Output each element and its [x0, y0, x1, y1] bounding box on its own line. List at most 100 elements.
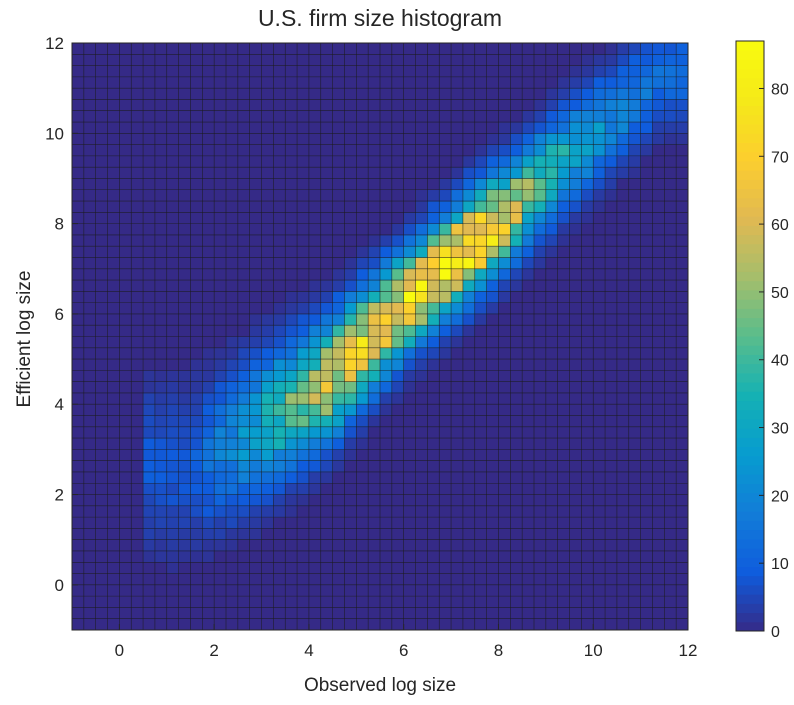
heatmap-cell	[166, 325, 179, 337]
heatmap-cell	[297, 392, 310, 405]
heatmap-cell	[344, 438, 357, 450]
heatmap-cell	[72, 381, 85, 394]
heatmap-cell	[368, 212, 381, 224]
colorbar-tick-label: 60	[771, 217, 789, 234]
heatmap-cell	[273, 133, 286, 145]
heatmap-cell	[545, 155, 558, 168]
heatmap-cell	[83, 133, 96, 145]
colorbar-segment	[736, 179, 764, 189]
heatmap-cell	[462, 359, 476, 371]
heatmap-cell	[616, 291, 630, 303]
heatmap-cell	[95, 359, 108, 371]
heatmap-cell	[415, 359, 428, 371]
heatmap-cell	[285, 584, 298, 597]
heatmap-cell	[439, 584, 452, 597]
heatmap-cell	[628, 539, 641, 552]
heatmap-cell	[605, 257, 618, 270]
heatmap-cell	[332, 54, 345, 66]
heatmap-cell	[403, 438, 416, 450]
heatmap-cell	[178, 607, 191, 620]
heatmap-cell	[427, 257, 440, 270]
heatmap-cell	[178, 494, 191, 507]
heatmap-cell	[451, 133, 464, 145]
heatmap-cell	[640, 528, 653, 540]
heatmap-cell	[557, 43, 570, 55]
heatmap-cell	[107, 54, 120, 66]
heatmap-cell	[72, 483, 85, 495]
heatmap-cell	[273, 517, 286, 529]
heatmap-cell	[451, 517, 464, 529]
heatmap-cell	[320, 336, 333, 349]
heatmap-cell	[107, 43, 120, 55]
heatmap-cell	[332, 471, 345, 484]
heatmap-cell	[391, 596, 404, 608]
heatmap-cell	[214, 370, 227, 382]
heatmap-cell	[664, 313, 677, 326]
heatmap-cell	[640, 471, 653, 484]
heatmap-cell	[569, 528, 582, 540]
heatmap-cell	[462, 201, 476, 213]
heatmap-cell	[249, 302, 262, 315]
heatmap-cell	[214, 483, 227, 495]
heatmap-cell	[226, 88, 239, 100]
heatmap-cell	[356, 517, 369, 529]
heatmap-cell	[226, 325, 239, 337]
heatmap-cell	[119, 539, 132, 552]
heatmap-cell	[237, 223, 250, 236]
heatmap-cell	[154, 596, 168, 608]
heatmap-cell	[593, 449, 606, 461]
heatmap-cell	[593, 539, 606, 552]
heatmap-cell	[391, 189, 404, 202]
heatmap-cell	[214, 426, 227, 439]
heatmap-cell	[676, 415, 689, 428]
heatmap-cell	[344, 336, 357, 349]
heatmap-cell	[119, 223, 132, 236]
heatmap-cell	[107, 133, 120, 145]
heatmap-cell	[320, 539, 333, 552]
heatmap-cell	[285, 313, 298, 326]
heatmap-cell	[581, 54, 594, 66]
heatmap-cell	[380, 268, 393, 281]
heatmap-cell	[190, 381, 203, 394]
heatmap-cell	[214, 99, 227, 112]
heatmap-cell	[131, 505, 144, 518]
heatmap-cell	[534, 517, 547, 529]
heatmap-cell	[616, 438, 630, 450]
colorbar-segment	[736, 114, 764, 125]
heatmap-cell	[95, 133, 108, 145]
heatmap-cell	[652, 347, 665, 360]
heatmap-cell	[285, 596, 298, 608]
heatmap-cell	[380, 539, 393, 552]
heatmap-cell	[486, 257, 499, 270]
heatmap-cell	[285, 201, 298, 213]
heatmap-cell	[616, 65, 630, 78]
heatmap-cell	[664, 280, 677, 292]
heatmap-cell	[486, 494, 499, 507]
heatmap-cell	[308, 607, 322, 620]
heatmap-cell	[474, 155, 487, 168]
heatmap-cell	[72, 359, 85, 371]
heatmap-cell	[569, 144, 582, 157]
heatmap-cell	[581, 302, 594, 315]
heatmap-cell	[320, 155, 333, 168]
heatmap-cell	[640, 257, 653, 270]
heatmap-cell	[628, 201, 641, 213]
heatmap-cell	[605, 528, 618, 540]
heatmap-cell	[415, 54, 428, 66]
heatmap-cell	[356, 110, 369, 123]
heatmap-cell	[545, 133, 558, 145]
heatmap-cell	[143, 460, 156, 473]
heatmap-cell	[640, 110, 653, 123]
colorbar-segment	[736, 87, 764, 97]
heatmap-cell	[593, 234, 606, 247]
heatmap-cell	[403, 471, 416, 484]
heatmap-cell	[95, 257, 108, 270]
heatmap-cell	[415, 449, 428, 461]
heatmap-cell	[320, 110, 333, 123]
heatmap-cell	[640, 618, 653, 631]
heatmap-cell	[95, 302, 108, 315]
heatmap-cell	[356, 528, 369, 540]
heatmap-cell	[486, 144, 499, 157]
heatmap-cell	[107, 223, 120, 236]
heatmap-cell	[154, 347, 168, 360]
